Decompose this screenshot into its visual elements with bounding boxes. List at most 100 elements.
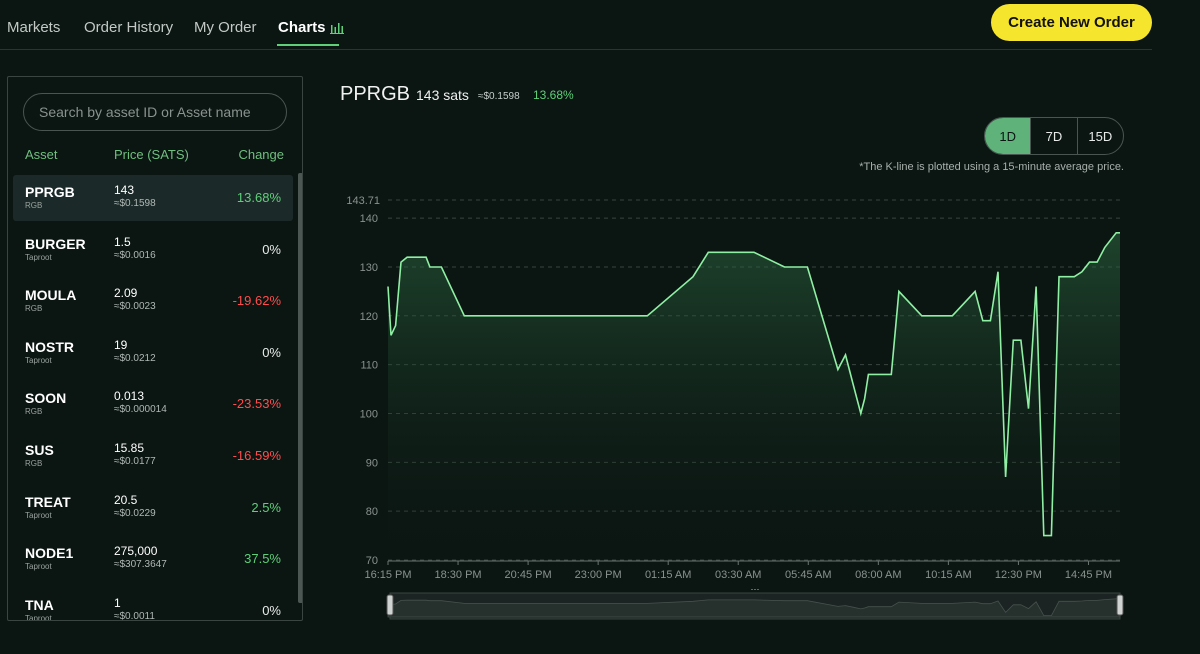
asset-row[interactable]: NODE1 Taproot 275,000 ≈$307.3647 37.5% — [13, 536, 293, 582]
asset-price: 2.09 — [114, 286, 138, 301]
asset-change: 0% — [262, 602, 281, 618]
y-tick-label: 100 — [360, 408, 378, 420]
time-range-selector: 1D 7D 15D — [984, 117, 1124, 155]
price-column-header: Price (SATS) — [114, 147, 189, 162]
x-tick-label: 08:00 AM — [855, 569, 901, 581]
asset-type: Taproot — [25, 613, 52, 621]
chart-price-sats: 143 sats — [416, 87, 469, 103]
asset-row[interactable]: TNA Taproot 1 ≈$0.0011 0% — [13, 588, 293, 621]
x-tick-label: 18:30 PM — [435, 569, 482, 581]
asset-name: MOULA — [25, 287, 77, 304]
asset-price: 0.013 — [114, 389, 145, 404]
asset-name: PPRGB — [25, 184, 75, 200]
y-tick-label: 120 — [360, 311, 378, 323]
asset-name: SOON — [25, 390, 67, 407]
price-area — [388, 232, 1120, 561]
asset-usd: ≈$0.0011 — [114, 610, 155, 621]
x-tick-label: 12:30 PM — [995, 569, 1042, 581]
asset-list: PPRGB RGB 143 ≈$0.1598 13.68% BURGER Taproot 1.… — [8, 173, 302, 621]
y-tick-label: 80 — [366, 506, 378, 518]
navigator-right-handle[interactable] — [1116, 594, 1124, 616]
x-tick-label: 14:45 PM — [1065, 569, 1112, 581]
range-navigator[interactable]: ··· — [386, 584, 1124, 620]
y-tick-label: 140 — [360, 213, 378, 225]
asset-name: SUS — [25, 442, 54, 458]
y-max-label: 143.71 — [346, 195, 380, 207]
asset-name: TNA — [25, 596, 54, 613]
y-tick-label: 130 — [360, 262, 378, 274]
asset-change: -19.62% — [232, 293, 281, 309]
create-new-order-button[interactable]: Create New Order — [991, 4, 1152, 41]
x-tick-label: 03:30 AM — [715, 569, 761, 581]
chart-symbol: PPRGB — [340, 83, 411, 105]
x-tick-label: 20:45 PM — [505, 569, 552, 581]
range-15d-button[interactable]: 15D — [1088, 128, 1113, 144]
top-nav: Markets Order History My Order Charts Cr… — [0, 0, 1152, 50]
y-tick-label: 70 — [366, 555, 378, 567]
y-tick-label: 90 — [366, 457, 378, 469]
x-tick-label: 05:45 AM — [785, 569, 831, 581]
asset-change: 0% — [262, 241, 281, 257]
asset-usd: ≈$0.0023 — [114, 301, 156, 313]
asset-usd: ≈$307.3647 — [114, 559, 167, 571]
asset-row[interactable]: TREAT Taproot 20.5 ≈$0.0229 2.5% — [13, 485, 293, 531]
navigator-sparkline — [387, 598, 1121, 618]
chart-price-usd: ≈$0.1598 — [478, 91, 520, 102]
asset-change: 2.5% — [251, 499, 281, 515]
tab-charts-label: Charts — [278, 19, 326, 36]
x-tick-label: 23:00 PM — [575, 569, 622, 581]
asset-type: Taproot — [25, 562, 52, 572]
tab-charts[interactable]: Charts — [278, 19, 344, 36]
asset-row[interactable]: MOULA RGB 2.09 ≈$0.0023 -19.62% — [13, 278, 293, 324]
asset-usd: ≈$0.0229 — [114, 507, 156, 519]
asset-list-panel: Asset Price (SATS) Change PPRGBRGB143≈$0… — [7, 76, 303, 621]
asset-row[interactable]: SOON RGB 0.013 ≈$0.000014 -23.53% — [13, 381, 293, 427]
asset-name: BURGER — [25, 235, 86, 252]
asset-type: Taproot — [25, 355, 52, 365]
y-tick-label: 110 — [360, 360, 378, 372]
asset-list-scrollbar[interactable] — [298, 173, 302, 603]
asset-usd: ≈$0.0212 — [114, 352, 156, 364]
asset-change: 37.5% — [244, 551, 281, 567]
asset-change: 0% — [262, 344, 281, 360]
asset-price: 143 — [114, 183, 135, 197]
asset-type: RGB — [25, 304, 43, 314]
asset-type: Taproot — [25, 252, 52, 262]
asset-name: NODE1 — [25, 545, 74, 562]
asset-usd: ≈$0.1598 — [114, 198, 156, 209]
asset-change: -16.59% — [232, 448, 281, 463]
asset-price: 1 — [114, 595, 121, 610]
asset-price: 275,000 — [114, 544, 158, 559]
asset-type: Taproot — [25, 510, 52, 520]
price-line — [387, 232, 1120, 537]
price-chart[interactable]: 143.71 70 80 90 100 110 120 130 140 16:15 PM 18:3… — [330, 185, 1130, 630]
asset-price: 15.85 — [114, 441, 145, 455]
asset-price: 1.5 — [114, 234, 131, 249]
tab-markets[interactable]: Markets — [7, 19, 61, 36]
asset-row[interactable]: BURGER Taproot 1.5 ≈$0.0016 0% — [13, 227, 293, 273]
kline-note: *The K-line is plotted using a 15-minute… — [859, 161, 1124, 173]
asset-row[interactable]: PPRGB RGB 143 ≈$0.1598 13.68% — [13, 175, 293, 221]
asset-change: 13.68% — [236, 190, 281, 205]
asset-type: RGB — [25, 201, 43, 210]
tab-my-order[interactable]: My Order — [194, 19, 257, 36]
range-7d-button[interactable]: 7D — [1031, 118, 1078, 154]
navigator-left-handle[interactable] — [386, 594, 394, 616]
navigator-grip-icon[interactable]: ··· — [751, 584, 760, 594]
asset-change: -23.53% — [232, 396, 281, 412]
search-input[interactable] — [23, 93, 287, 131]
asset-price: 19 — [114, 337, 128, 352]
x-tick-label: 01:15 AM — [645, 569, 691, 581]
range-1d-button[interactable]: 1D — [985, 118, 1032, 154]
tab-order-history[interactable]: Order History — [84, 19, 174, 36]
asset-column-header: Asset — [25, 147, 58, 162]
change-column-header: Change — [238, 147, 284, 162]
asset-row[interactable]: SUS RGB 15.85 ≈$0.0177 -16.59% — [13, 433, 293, 479]
asset-usd: ≈$0.000014 — [114, 404, 167, 416]
bar-chart-icon — [329, 23, 344, 34]
asset-name: TREAT — [25, 493, 71, 510]
asset-row[interactable]: NOSTR Taproot 19 ≈$0.0212 0% — [13, 330, 293, 376]
asset-usd: ≈$0.0016 — [114, 249, 156, 261]
asset-price: 20.5 — [114, 492, 138, 507]
chart-change-percent: 13.68% — [533, 88, 574, 102]
